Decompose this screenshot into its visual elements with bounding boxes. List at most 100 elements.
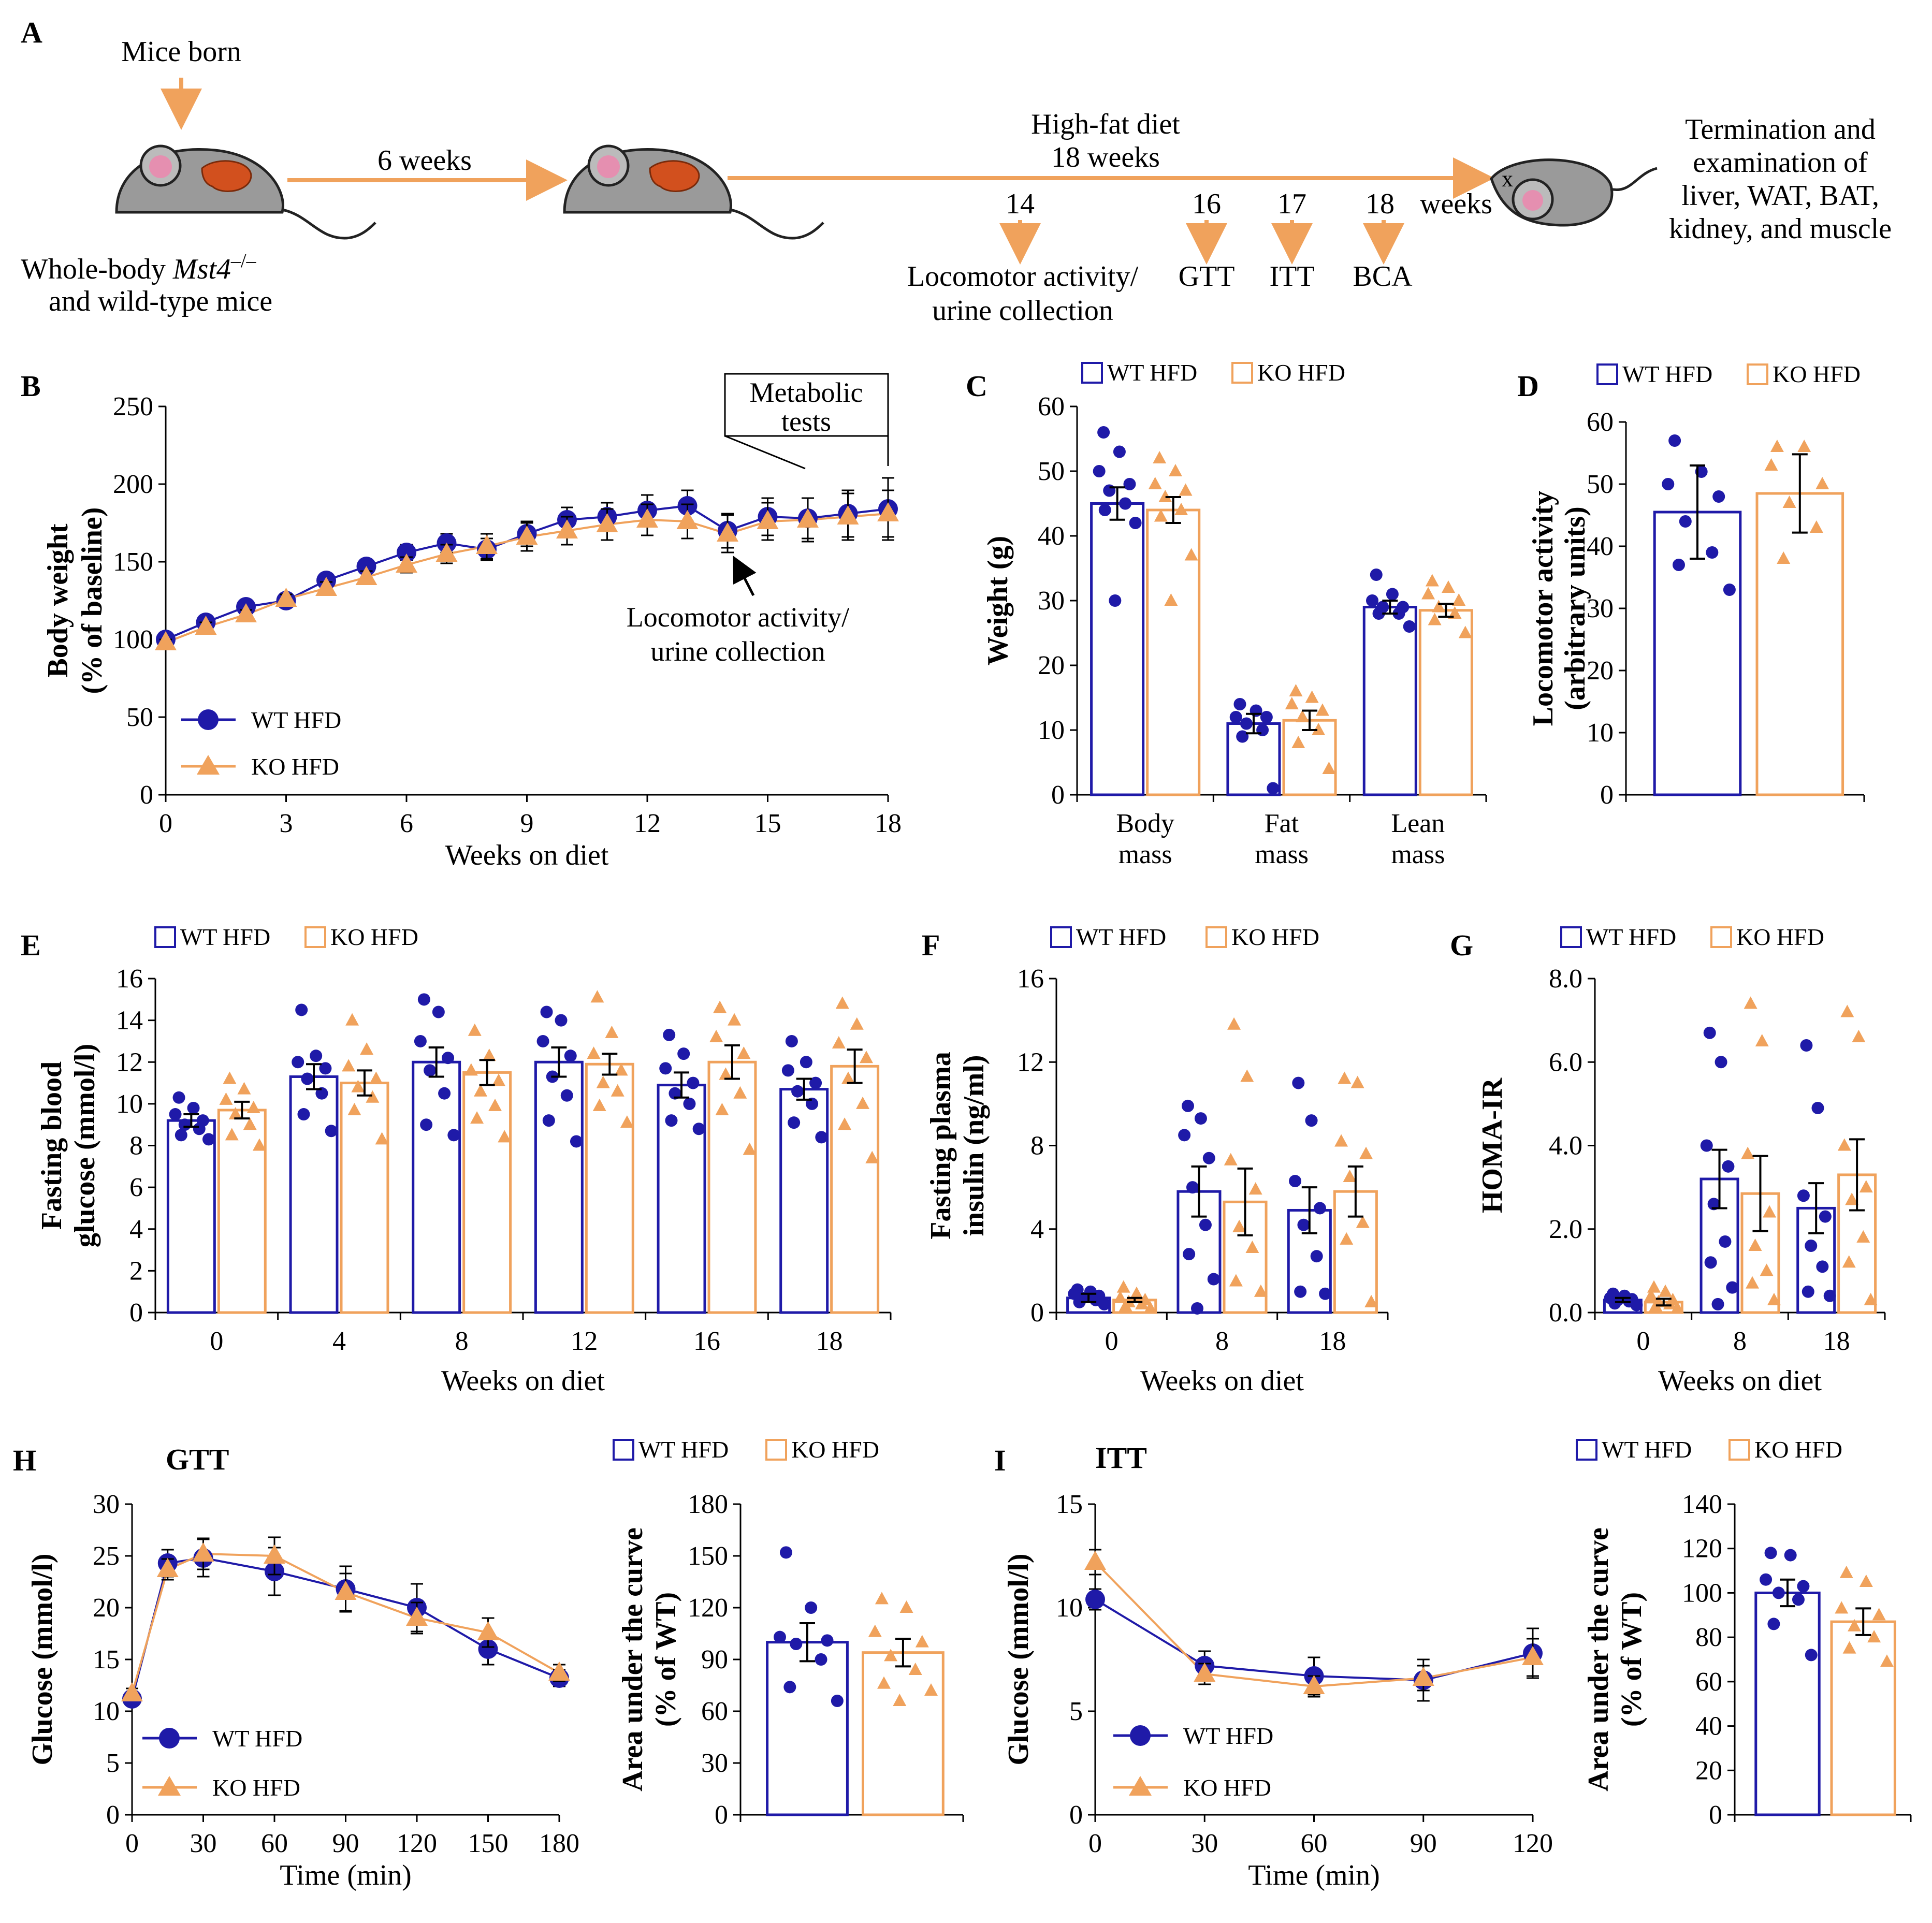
c-bar-ko: [1418, 609, 1473, 796]
c-x-tick-label: Lean: [1391, 809, 1445, 838]
e-dot-ko: [219, 1092, 233, 1105]
b-x-tick-label: 15: [754, 809, 781, 838]
g-dot-wt: [1800, 1039, 1813, 1052]
mark-16-label: GTT: [1179, 260, 1235, 293]
b-legend-label: KO HFD: [251, 753, 339, 780]
g-dot-ko: [1670, 1301, 1684, 1314]
e-dot-ko: [611, 1084, 624, 1097]
d-dot-ko: [1770, 440, 1784, 452]
c-x-tick-label: Body: [1116, 809, 1174, 838]
e-dot-ko: [228, 1107, 242, 1120]
i2-bar-wt: [1754, 1591, 1821, 1816]
g-y-axis-title: HOMA-IR: [1476, 1077, 1508, 1213]
f-dot-wt: [1073, 1295, 1086, 1308]
e-dot-wt: [295, 1003, 308, 1016]
f-y-axis-title-line: insulin (ng/ml): [958, 1055, 990, 1236]
b-arrow: [733, 556, 757, 596]
c-dot-ko: [1296, 710, 1310, 722]
h-data-point-ko: [548, 1662, 570, 1681]
i2-dot-wt: [1784, 1549, 1797, 1562]
e-dot-ko: [347, 1102, 361, 1115]
g-legend-swatch: [1710, 926, 1732, 948]
c-dot-ko: [1305, 690, 1319, 703]
e-dot-wt: [325, 1125, 338, 1138]
c-x-tick-label: mass: [1255, 840, 1309, 869]
e-dot-ko: [841, 1071, 855, 1084]
c-x-tick-label: mass: [1118, 840, 1172, 869]
e-dot-ko: [360, 1042, 374, 1055]
f-dot-wt: [1183, 1248, 1196, 1261]
e-bar-wt: [166, 1119, 216, 1314]
h2-y-tick-label: 0: [715, 1800, 728, 1830]
e-dot-ko: [835, 996, 849, 1009]
i-data-point-wt: [1085, 1590, 1105, 1609]
c-dot-ko: [1158, 490, 1172, 502]
h2-y-axis-title-line: (% of WT): [650, 1592, 682, 1727]
mouse-icon: [115, 144, 376, 240]
c-y-tick-label: 40: [1038, 521, 1065, 551]
e-dot-ko: [246, 1100, 260, 1113]
b-data-point-ko: [235, 603, 257, 622]
d-dot-wt: [1672, 559, 1685, 571]
h-data-point-ko: [264, 1545, 285, 1564]
e-dot-ko: [620, 1115, 634, 1128]
e-dot-ko: [225, 1128, 239, 1141]
c-dot-ko: [1452, 593, 1466, 606]
c-dot-wt: [1366, 594, 1379, 607]
d-y-axis-title-line: Locomotor activity: [1527, 491, 1559, 726]
h2-bar-wt: [766, 1641, 849, 1816]
mark-16-num: 16: [1192, 188, 1221, 220]
b-y-axis-title: Body weight(% of baseline): [42, 507, 108, 694]
f-y-tick-label: 16: [1017, 964, 1044, 994]
g-legend-label: KO HFD: [1736, 924, 1824, 950]
h-data-point-ko: [121, 1682, 143, 1701]
e-bar-wt: [657, 1084, 706, 1314]
c-dot-wt: [1372, 607, 1385, 620]
mice-born-label: Mice born: [121, 36, 241, 68]
i-y-tick-label: 10: [1056, 1593, 1083, 1623]
e-bar-ko: [462, 1071, 512, 1314]
i2-legend-label: WT HFD: [1602, 1436, 1692, 1463]
g-dot-ko: [1744, 996, 1757, 1009]
b-y-tick-label: 250: [113, 392, 153, 421]
e-x-axis-title: Weeks on diet: [441, 1365, 605, 1397]
g-dot-wt: [1700, 1139, 1713, 1152]
e-bar-ko: [707, 1060, 757, 1314]
e-dot-ko: [237, 1082, 251, 1095]
i-data-point-ko: [1303, 1675, 1325, 1694]
b-annotation-pointer: [724, 435, 806, 470]
f-dot-ko: [1343, 1169, 1357, 1182]
b-data-point-ko: [315, 577, 337, 596]
c-dot-wt: [1250, 704, 1262, 717]
f-dot-ko: [1227, 1017, 1241, 1030]
b-y-axis-title-line: Body weight: [42, 523, 74, 677]
f-dot-wt: [1297, 1218, 1310, 1231]
h-y-axis-title: Glucose (mmol/l): [26, 1553, 59, 1765]
f-dot-wt: [1098, 1298, 1111, 1310]
h2-dot-wt: [805, 1601, 818, 1614]
c-y-tick-label: 50: [1038, 457, 1065, 486]
h2-y-tick-label: 30: [701, 1749, 728, 1778]
e-dot-ko: [375, 1132, 389, 1145]
e-dot-wt: [292, 1056, 304, 1069]
g-y-tick-label: 8.0: [1549, 964, 1582, 994]
h2-dot-ko: [875, 1592, 889, 1605]
f-dot-wt: [1305, 1114, 1318, 1127]
g-x-tick-label: 18: [1823, 1327, 1850, 1356]
i-y-tick-label: 15: [1056, 1490, 1083, 1519]
i2-bar-ko: [1830, 1620, 1896, 1816]
e-dot-ko: [737, 1046, 751, 1059]
e-dot-ko: [369, 1071, 383, 1084]
c-dot-ko: [1448, 606, 1462, 619]
e-dot-ko: [492, 1073, 506, 1086]
h-x-tick-label: 30: [190, 1829, 217, 1858]
g-dot-ko: [1760, 1263, 1774, 1276]
mouse-icon: [563, 144, 824, 240]
f-dot-wt: [1294, 1285, 1307, 1298]
i-data-point-ko: [1194, 1663, 1216, 1682]
h2-y-tick-label: 180: [688, 1490, 728, 1519]
h-x-axis-title: Time (min): [280, 1859, 412, 1891]
e-dot-wt: [815, 1131, 828, 1144]
